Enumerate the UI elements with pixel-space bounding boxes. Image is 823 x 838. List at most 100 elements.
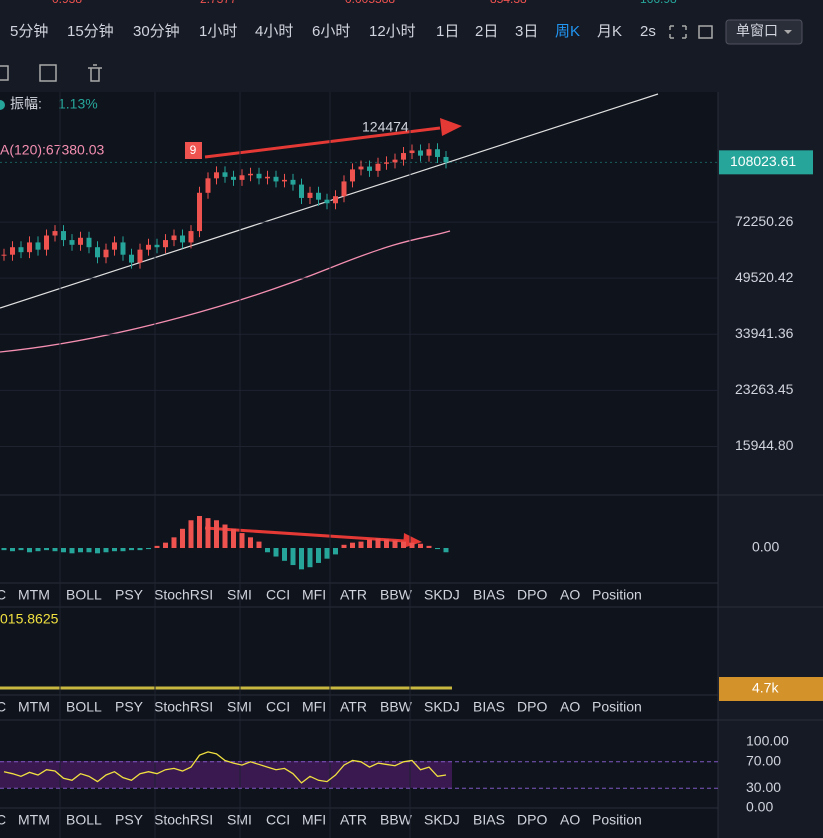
dropdown-arrow	[784, 30, 792, 34]
indicator-tab[interactable]: PSY	[115, 812, 144, 828]
indicator-tab[interactable]: SMI	[227, 812, 252, 828]
indicator-tab[interactable]: DPO	[517, 587, 547, 603]
arrow-head	[403, 533, 422, 548]
indicator-tab[interactable]: ATR	[340, 587, 367, 603]
macd-bar	[112, 548, 117, 552]
indicator-tab[interactable]: SMI	[227, 699, 252, 715]
indicator-tab[interactable]: DPO	[517, 699, 547, 715]
rsi-band	[0, 761, 452, 788]
macd-bar	[350, 542, 355, 548]
interval-tab[interactable]: 月K	[597, 23, 622, 40]
interval-tab[interactable]: 6小时	[312, 23, 350, 40]
macd-bar	[401, 541, 406, 548]
indicator-tab[interactable]: BBW	[380, 812, 413, 828]
macd-bar	[78, 548, 83, 553]
indicator-tab[interactable]: BOLL	[66, 587, 102, 603]
macd-bar	[44, 548, 49, 551]
indicator-tab[interactable]: StochRSI	[154, 587, 213, 603]
indicator-tab[interactable]: Position	[592, 587, 642, 603]
candle	[137, 249, 143, 263]
macd-bar	[290, 548, 296, 566]
indicator-tab[interactable]: MTM	[18, 699, 50, 715]
interval-tab[interactable]: 30分钟	[133, 23, 180, 40]
indicator-tab[interactable]: BIAS	[473, 699, 505, 715]
macd-bar	[214, 520, 219, 548]
volume-last-box	[719, 677, 823, 701]
candle	[231, 176, 236, 180]
interval-tab[interactable]: 2s	[640, 23, 656, 40]
amp-label: 振幅:	[10, 96, 42, 112]
indicator-tab[interactable]: BBW	[380, 587, 413, 603]
indicator-tab[interactable]: MFI	[302, 699, 326, 715]
indicator-tab[interactable]: CCI	[266, 812, 290, 828]
macd-tick: 0.00	[752, 539, 779, 555]
macd-bar	[10, 548, 15, 552]
macd-bar	[222, 524, 228, 548]
indicator-tab[interactable]: MFI	[302, 812, 326, 828]
indicator-tab[interactable]: C	[0, 699, 6, 715]
indicator-tab[interactable]: BIAS	[473, 587, 505, 603]
indicator-tab[interactable]: PSY	[115, 587, 144, 603]
indicator-tab[interactable]: ATR	[340, 699, 367, 715]
candle	[256, 173, 262, 179]
indicator-tab[interactable]: BOLL	[66, 699, 102, 715]
indicator-tab[interactable]: AO	[560, 699, 580, 715]
status-dot	[0, 100, 5, 110]
interval-tab[interactable]: 15分钟	[67, 23, 114, 40]
indicator-tab[interactable]: BIAS	[473, 812, 505, 828]
candle	[367, 166, 372, 171]
volume-label: 015.8625	[0, 611, 59, 627]
candle	[188, 231, 194, 243]
interval-tab[interactable]: 周K	[555, 23, 580, 40]
candle	[52, 231, 58, 236]
indicator-tab[interactable]: SMI	[227, 587, 252, 603]
indicator-tab[interactable]: SKDJ	[424, 699, 460, 715]
interval-tab[interactable]: 1小时	[199, 23, 237, 40]
indicator-tab[interactable]: C	[0, 587, 6, 603]
arrow	[204, 526, 406, 543]
indicator-tab[interactable]: DPO	[517, 812, 547, 828]
indicator-tab[interactable]: Position	[592, 699, 642, 715]
candle	[180, 235, 185, 243]
candle	[222, 172, 228, 177]
indicator-tab[interactable]: PSY	[115, 699, 144, 715]
macd-bar	[239, 533, 245, 548]
indicator-tab[interactable]: BBW	[380, 699, 413, 715]
indicator-tab[interactable]: AO	[560, 812, 580, 828]
candle	[265, 176, 270, 179]
indicator-tab[interactable]: StochRSI	[154, 699, 213, 715]
interval-tab[interactable]: 2日	[475, 23, 498, 40]
macd-bar	[154, 545, 160, 548]
candle	[120, 242, 126, 255]
candle	[401, 153, 406, 160]
macd-bar	[171, 537, 177, 548]
indicator-tab[interactable]: StochRSI	[154, 812, 213, 828]
indicator-tab[interactable]: Position	[592, 812, 642, 828]
interval-tab[interactable]: 4小时	[255, 23, 293, 40]
indicator-tab[interactable]: SKDJ	[424, 812, 460, 828]
indicator-tab[interactable]: AO	[560, 587, 580, 603]
candle	[35, 242, 41, 250]
indicator-tab[interactable]: MTM	[18, 587, 50, 603]
interval-tab[interactable]: 12小时	[369, 23, 416, 40]
macd-bar	[103, 548, 109, 553]
indicator-tab[interactable]: ATR	[340, 812, 367, 828]
rsi-line	[3, 751, 447, 784]
indicator-tab[interactable]: MTM	[18, 812, 50, 828]
interval-tab[interactable]: 5分钟	[10, 23, 48, 40]
indicator-tab[interactable]: C	[0, 812, 6, 828]
candle	[18, 247, 24, 253]
interval-tab[interactable]: 3日	[515, 23, 538, 40]
indicator-tab[interactable]: CCI	[266, 699, 290, 715]
indicator-tab[interactable]: BOLL	[66, 812, 102, 828]
interval-tab[interactable]: 1日	[436, 23, 459, 40]
indicator-tab[interactable]: CCI	[266, 587, 290, 603]
indicator-tab[interactable]: MFI	[302, 587, 326, 603]
window-select[interactable]	[725, 19, 803, 45]
macd-bar	[282, 548, 287, 561]
macd-bar	[129, 548, 134, 551]
indicator-tab[interactable]: SKDJ	[424, 587, 460, 603]
macd-bar	[299, 548, 304, 570]
